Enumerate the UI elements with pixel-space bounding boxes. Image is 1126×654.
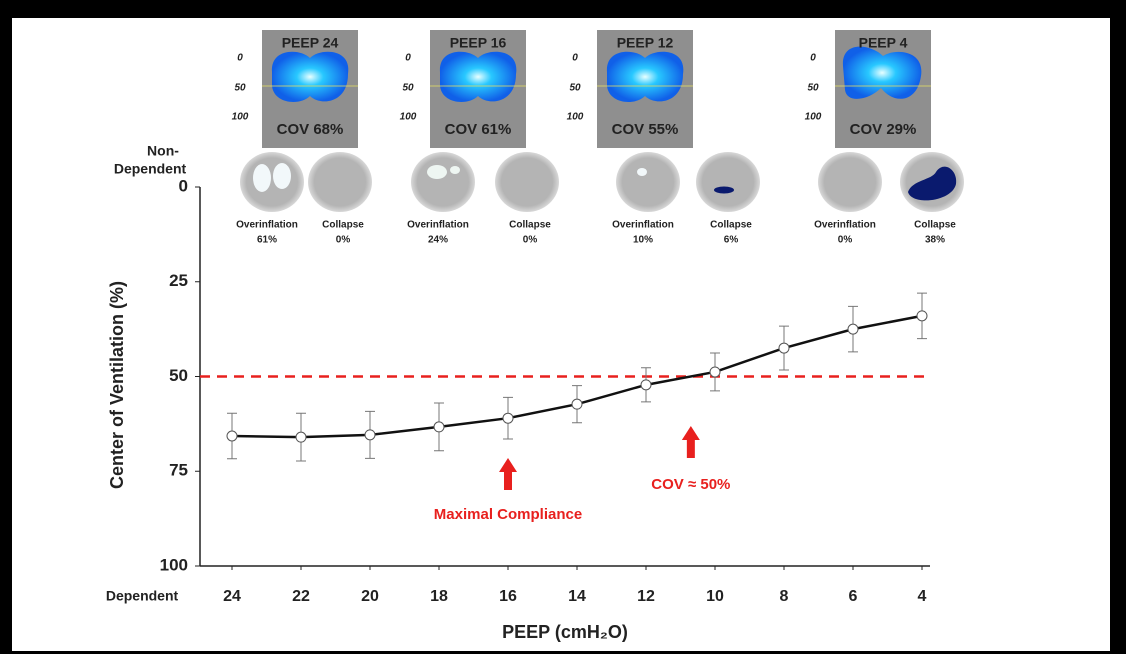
inset-cov: COV 61% <box>445 121 512 138</box>
inset-axis-label: 0 <box>572 53 578 64</box>
inset-axis-label: 0 <box>237 53 243 64</box>
y-tick-label: 25 <box>169 271 188 290</box>
inset-cov: COV 55% <box>612 121 679 138</box>
inset-title: PEEP 16 <box>450 35 507 51</box>
x-tick-label: 12 <box>637 588 655 605</box>
ventilation-map <box>440 52 516 102</box>
collapse-label: Collapse <box>710 220 752 231</box>
inset-axis-label: 50 <box>807 83 819 94</box>
x-tick-label: 4 <box>918 588 927 605</box>
overinflation-value: 10% <box>633 235 653 246</box>
x-tick-label: 16 <box>499 588 517 605</box>
overinflation-area <box>637 168 647 176</box>
data-point <box>503 413 513 423</box>
collapse-label: Collapse <box>322 220 364 231</box>
x-tick-label: 8 <box>780 588 789 605</box>
lung-disc <box>696 152 760 212</box>
inset-axis-label: 50 <box>569 83 581 94</box>
annotation-arrow <box>499 458 517 490</box>
data-point <box>779 343 789 353</box>
inset-axis-label: 0 <box>405 53 411 64</box>
data-point <box>572 399 582 409</box>
overinflation-area <box>427 165 447 179</box>
x-tick-label: 18 <box>430 588 448 605</box>
overinflation-area <box>273 163 291 189</box>
annotation-text: COV ≈ 50% <box>651 476 730 493</box>
y-axis-label: Center of Ventilation (%) <box>107 281 127 489</box>
inset-axis-label: 0 <box>810 53 816 64</box>
inset-axis-label: 100 <box>232 112 249 123</box>
inset-axis-label: 100 <box>805 112 822 123</box>
frame-top <box>0 0 1126 18</box>
inset-cov: COV 68% <box>277 121 344 138</box>
x-axis-label: PEEP (cmH₂O) <box>502 622 628 642</box>
inset-cov: COV 29% <box>850 121 917 138</box>
collapse-label: Collapse <box>914 220 956 231</box>
x-tick-label: 20 <box>361 588 379 605</box>
collapse-value: 0% <box>523 235 538 246</box>
lung-disc <box>240 152 304 212</box>
lung-disc <box>495 152 559 212</box>
x-tick-label: 24 <box>223 588 241 605</box>
x-tick-label: 14 <box>568 588 586 605</box>
y-tick-label: 75 <box>169 461 188 480</box>
x-tick-label: 6 <box>849 588 858 605</box>
data-point <box>710 367 720 377</box>
bottom-label: Dependent <box>106 588 179 604</box>
collapse-value: 6% <box>724 235 739 246</box>
ventilation-map <box>272 52 348 102</box>
overinflation-label: Overinflation <box>612 220 674 231</box>
overinflation-value: 24% <box>428 235 448 246</box>
overinflation-value: 61% <box>257 235 277 246</box>
lung-disc <box>308 152 372 212</box>
inset-axis-label: 100 <box>400 112 417 123</box>
inset-title: PEEP 12 <box>617 35 674 51</box>
inset-axis-label: 50 <box>234 83 246 94</box>
y-tick-label: 0 <box>179 176 188 195</box>
data-point <box>641 380 651 390</box>
x-tick-label: 10 <box>706 588 724 605</box>
data-point <box>365 430 375 440</box>
annotation-text: Maximal Compliance <box>434 506 582 523</box>
x-tick-label: 22 <box>292 588 310 605</box>
lung-disc <box>411 152 475 212</box>
data-point <box>917 311 927 321</box>
data-point <box>296 432 306 442</box>
collapse-value: 38% <box>925 235 945 246</box>
overinflation-label: Overinflation <box>407 220 469 231</box>
overinflation-area <box>450 166 460 174</box>
collapse-label: Collapse <box>509 220 551 231</box>
ventilation-map <box>607 52 683 102</box>
top-label: Dependent <box>114 161 187 177</box>
y-tick-label: 50 <box>169 366 188 385</box>
data-point <box>434 422 444 432</box>
annotation-arrow <box>682 426 700 458</box>
overinflation-label: Overinflation <box>236 220 298 231</box>
inset-title: PEEP 4 <box>859 35 908 51</box>
frame-right <box>1110 0 1126 654</box>
overinflation-value: 0% <box>838 235 853 246</box>
inset-title: PEEP 24 <box>282 35 339 51</box>
lung-disc <box>616 152 680 212</box>
figure: 0 25 50 75 100 24 22 20 18 16 14 12 10 8 6 4 PEEP (cmH₂O… <box>0 0 1126 654</box>
lung-disc <box>818 152 882 212</box>
inset-axis-label: 50 <box>402 83 414 94</box>
data-point <box>848 324 858 334</box>
top-label: Non- <box>147 143 179 159</box>
inset-axis-label: 100 <box>567 112 584 123</box>
overinflation-label: Overinflation <box>814 220 876 231</box>
y-tick-label: 100 <box>160 555 188 574</box>
overinflation-area <box>253 164 271 192</box>
data-point <box>227 431 237 441</box>
frame-left <box>0 0 12 654</box>
collapse-value: 0% <box>336 235 351 246</box>
collapse-area <box>714 187 734 194</box>
